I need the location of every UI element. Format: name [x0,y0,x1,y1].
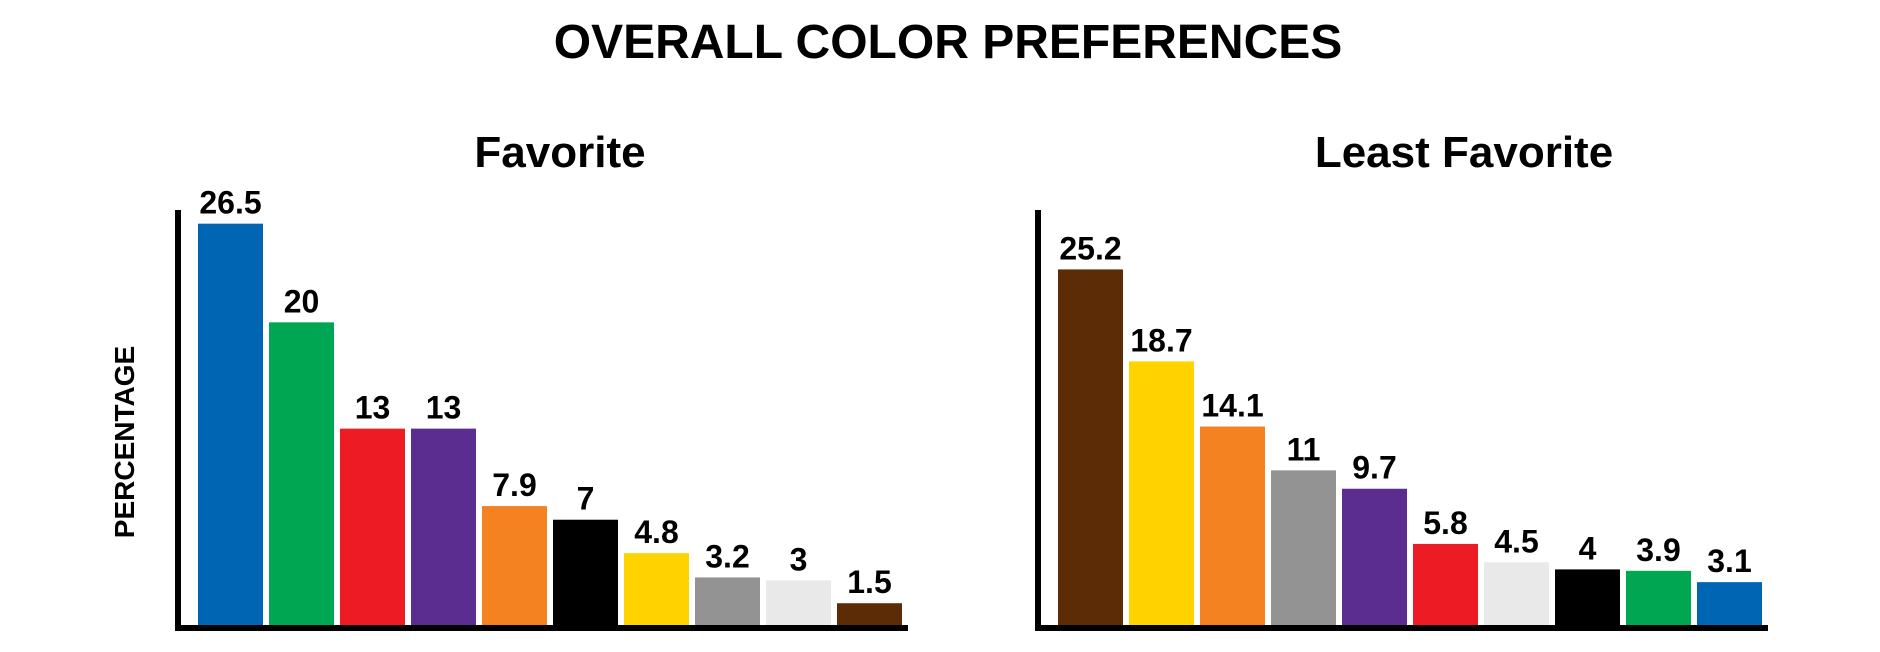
value-label: 4 [1579,530,1597,566]
value-label: 3.9 [1636,532,1680,568]
bar [1697,582,1762,626]
bar [624,553,689,626]
value-label: 4.8 [634,514,678,550]
value-label: 7 [577,481,595,517]
value-label: 18.7 [1130,322,1192,358]
bar [1200,426,1265,626]
value-label: 9.7 [1352,450,1396,486]
page-title: OVERALL COLOR PREFERENCES [554,16,1343,69]
bar [340,428,405,626]
bar [1555,569,1620,626]
bar [1484,562,1549,626]
value-label: 14.1 [1201,387,1263,423]
value-label: 20 [284,283,320,319]
bar [269,322,334,626]
value-label: 7.9 [492,467,536,503]
value-label: 13 [426,390,462,426]
bar [1058,269,1123,626]
bar [695,577,760,626]
bar [1271,470,1336,626]
chart-title: Least Favorite [1315,128,1613,177]
bar [553,519,618,626]
bar [411,428,476,626]
value-label: 1.5 [847,564,891,600]
value-label: 3.1 [1707,543,1751,579]
y-axis-label: PERCENTAGE [109,346,140,538]
bar [1129,361,1194,626]
bar [766,580,831,626]
bar [1413,543,1478,626]
bar [198,223,263,626]
value-label: 3.2 [705,538,749,574]
chart-title: Favorite [474,128,645,177]
value-label: 4.5 [1494,523,1538,559]
bar [1626,570,1691,626]
value-label: 11 [1287,431,1321,467]
bar [837,603,902,626]
bar [482,506,547,626]
value-label: 5.8 [1423,505,1467,541]
value-label: 26.5 [199,185,261,221]
bar [1342,488,1407,626]
value-label: 25.2 [1059,230,1121,266]
value-label: 13 [355,390,391,426]
value-label: 3 [790,541,808,577]
